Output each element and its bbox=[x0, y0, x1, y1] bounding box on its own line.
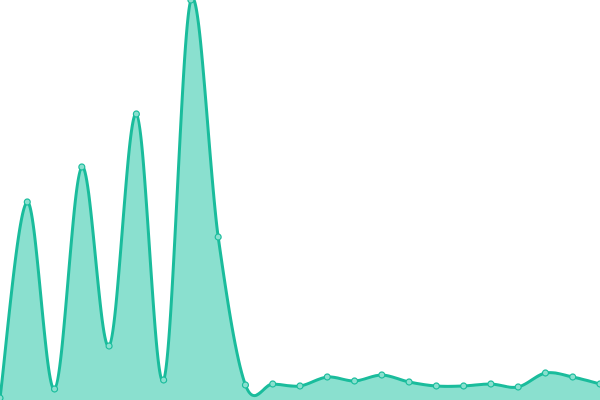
data-point-17 bbox=[460, 382, 468, 390]
data-point-3 bbox=[78, 163, 86, 171]
data-point-6 bbox=[160, 376, 168, 384]
data-point-21 bbox=[569, 373, 577, 381]
data-point-10 bbox=[269, 380, 277, 388]
data-point-7 bbox=[187, 0, 195, 4]
data-point-22 bbox=[596, 380, 600, 388]
data-point-14 bbox=[378, 371, 386, 379]
data-point-13 bbox=[350, 377, 359, 385]
data-point-15 bbox=[405, 378, 413, 386]
data-point-11 bbox=[296, 382, 304, 390]
data-point-20 bbox=[541, 369, 550, 377]
data-point-18 bbox=[487, 380, 495, 388]
data-point-1 bbox=[23, 198, 31, 206]
data-point-5 bbox=[132, 110, 140, 118]
data-point-12 bbox=[323, 373, 331, 381]
data-point-16 bbox=[432, 382, 440, 390]
data-point-9 bbox=[241, 381, 250, 389]
data-point-2 bbox=[50, 385, 59, 393]
data-point-4 bbox=[105, 342, 113, 350]
data-point-0 bbox=[0, 394, 4, 400]
data-point-8 bbox=[214, 233, 222, 241]
data-point-19 bbox=[514, 383, 522, 391]
